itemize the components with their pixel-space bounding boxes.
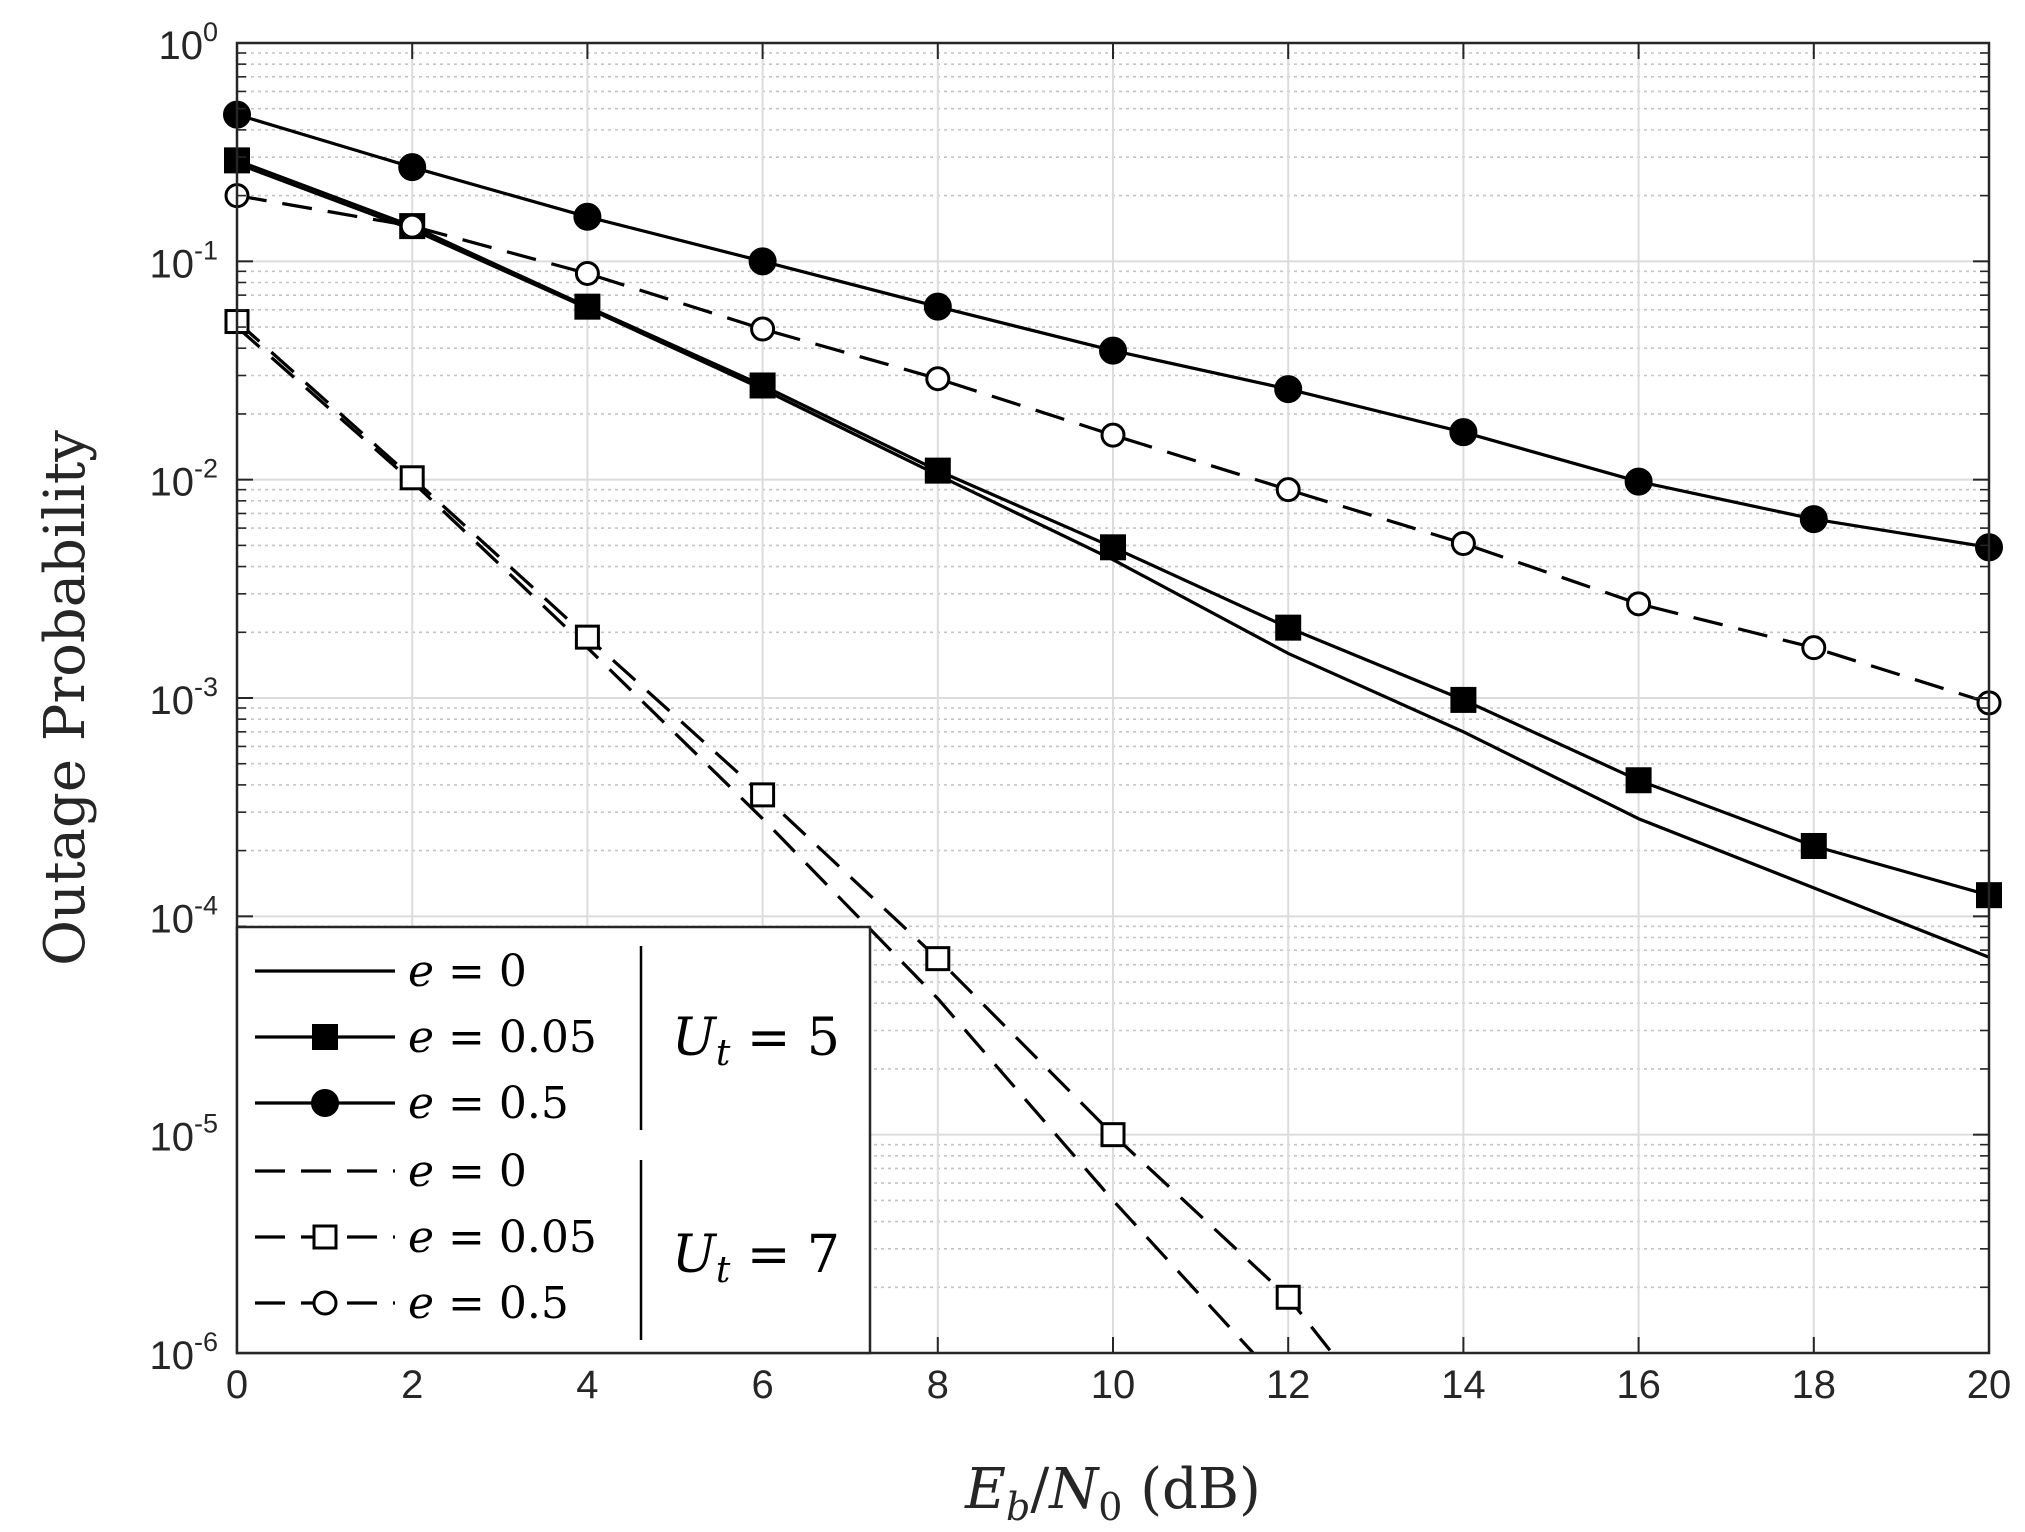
y-tick-label: 10-3 xyxy=(149,672,218,723)
x-tick-label: 14 xyxy=(1441,1363,1486,1407)
data-point-marker xyxy=(1624,467,1653,496)
data-point-marker xyxy=(574,293,601,320)
y-tick-label: 10-6 xyxy=(149,1327,218,1378)
data-point-marker xyxy=(924,457,951,484)
legend-group-label: Ut = 5 xyxy=(672,1008,840,1074)
x-tick-label: 16 xyxy=(1616,1363,1661,1407)
x-tick-label: 6 xyxy=(751,1363,773,1407)
series-line xyxy=(236,194,1990,705)
legend-entry-label: e = 0.05 xyxy=(408,1012,597,1063)
legend-entry-label: e = 0.5 xyxy=(408,1078,569,1129)
data-point-marker xyxy=(923,292,952,321)
y-axis-label: Outage Probability xyxy=(33,430,98,966)
x-tick-label: 12 xyxy=(1266,1363,1311,1407)
x-axis-label: Eb/N0 (dB) xyxy=(964,1457,1261,1529)
legend-entry-label: e = 0 xyxy=(408,1146,527,1197)
data-point-marker xyxy=(573,202,602,231)
y-tick-label: 10-5 xyxy=(149,1109,218,1160)
data-point-marker xyxy=(1274,375,1303,404)
data-point-marker xyxy=(1099,336,1127,365)
legend-entry-label: e = 0.5 xyxy=(408,1278,569,1329)
y-tick-label: 100 xyxy=(158,17,218,68)
data-point-marker xyxy=(1799,505,1828,534)
data-point-marker xyxy=(574,260,600,286)
x-tick-label: 8 xyxy=(927,1363,949,1407)
data-point-marker xyxy=(1275,1284,1301,1310)
data-point-marker xyxy=(1275,477,1301,503)
y-tick-label: 10-4 xyxy=(149,890,218,941)
x-tick-labels: 0 2 4 6 8 10 12 14 16 18 20 xyxy=(226,1363,2011,1407)
x-tick-label: 4 xyxy=(576,1363,598,1407)
legend-box xyxy=(235,925,872,1355)
legend-swatch-marker xyxy=(312,1290,338,1316)
data-point-marker xyxy=(749,372,776,399)
data-point-marker xyxy=(399,213,425,239)
data-point-marker xyxy=(398,153,427,182)
x-tick-label: 2 xyxy=(401,1363,423,1407)
y-tick-label: 10-2 xyxy=(149,454,218,505)
data-point-marker xyxy=(925,946,951,972)
data-point-marker xyxy=(574,624,600,650)
data-point-marker xyxy=(1100,1122,1126,1148)
x-tick-label: 20 xyxy=(1967,1363,2012,1407)
axes-layer xyxy=(235,41,1991,1355)
series-line xyxy=(235,320,1334,1354)
data-point-marker xyxy=(925,366,951,392)
y-tick-labels: 100 10-1 10-2 10-3 10-4 10-5 10-6 xyxy=(149,17,218,1378)
data-point-marker xyxy=(1626,591,1652,617)
legend-swatch-marker xyxy=(311,1089,339,1117)
data-point-marker xyxy=(1800,832,1827,859)
legend-entry-label: e = 0.05 xyxy=(408,1212,597,1263)
data-point-marker xyxy=(1625,767,1652,794)
legend: e = 0 e = 0.05 e = 0.5 e = 0 e = 0.05 e = 0.5… xyxy=(235,925,872,1355)
legend-swatch-marker xyxy=(312,1224,338,1250)
data-point-marker xyxy=(399,465,425,491)
data-point-marker xyxy=(1801,635,1827,661)
legend-group-label: Ut = 7 xyxy=(672,1225,840,1291)
legend-swatch-marker xyxy=(312,1024,338,1050)
legend-entry-label: e = 0 xyxy=(408,946,527,997)
data-point-marker xyxy=(1450,686,1477,713)
data-point-marker xyxy=(1275,614,1302,641)
data-point-marker xyxy=(750,782,776,808)
series-5 xyxy=(224,309,1334,1354)
data-point-marker xyxy=(1100,534,1126,561)
data-point-marker xyxy=(1450,531,1476,557)
x-tick-label: 0 xyxy=(226,1363,248,1407)
data-point-marker xyxy=(1449,418,1478,447)
series-layer xyxy=(223,100,2003,1355)
data-point-marker xyxy=(748,247,777,276)
data-point-marker xyxy=(1100,422,1126,448)
x-tick-label: 10 xyxy=(1091,1363,1136,1407)
x-tick-label: 18 xyxy=(1792,1363,1837,1407)
data-point-marker xyxy=(750,316,776,342)
y-tick-label: 10-1 xyxy=(149,235,218,286)
